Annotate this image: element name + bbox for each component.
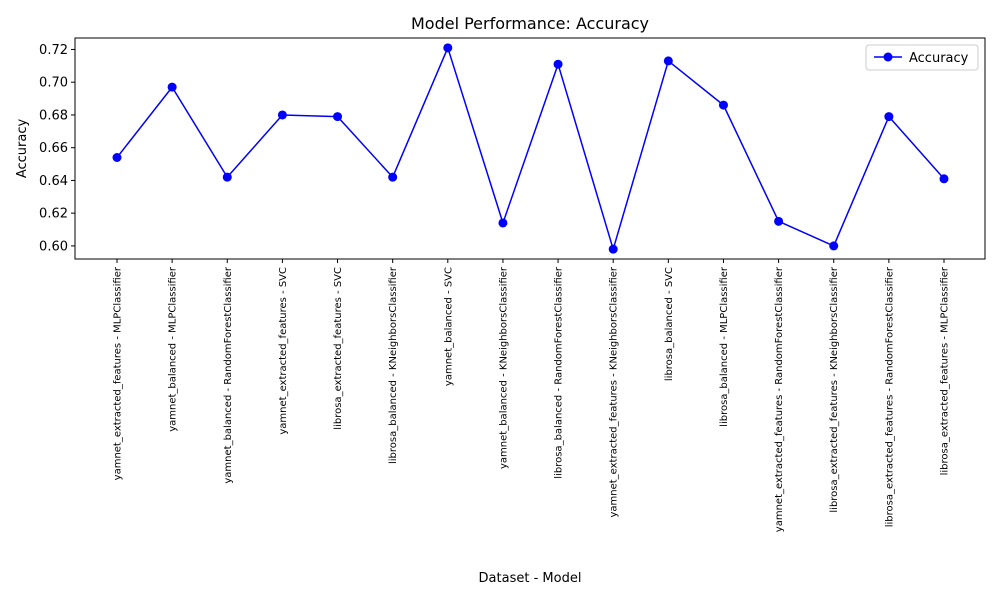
y-tick-label: 0.66 [39,141,68,156]
data-point-marker [553,59,563,69]
x-tick-label: librosa_balanced - SVC [664,267,675,381]
x-tick-label: yamnet_extracted_features - RandomForest… [774,266,785,532]
x-tick-label: yamnet_extracted_features - MLPClassifie… [113,266,124,480]
data-point-marker [443,43,453,53]
legend: Accuracy [865,44,979,71]
y-tick-label: 0.62 [39,207,68,222]
data-point-marker [884,112,894,122]
x-tick-label: yamnet_extracted_features - SVC [278,267,289,435]
x-tick-label: librosa_balanced - RandomForestClassifie… [554,266,565,479]
data-point-marker [333,112,343,122]
data-point-marker [608,244,618,254]
data-point-marker [388,172,398,182]
data-point-marker [112,153,122,163]
chart-title: Model Performance: Accuracy [411,14,649,33]
y-tick-label: 0.60 [39,239,68,254]
data-point-marker [167,82,177,92]
y-tick-label: 0.70 [39,76,68,91]
x-axis-label: Dataset - Model [479,571,582,586]
data-point-marker [277,110,287,120]
x-tick-label: yamnet_balanced - KNeighborsClassifier [498,266,509,469]
series-line-0 [116,47,945,250]
data-point-marker [663,56,673,66]
y-tick-label: 0.68 [39,108,68,123]
x-tick-label: yamnet_balanced - SVC [443,267,454,386]
plot-frame [74,37,986,260]
y-tick-label: 0.64 [39,174,68,189]
legend-entry-label: Accuracy [909,51,969,66]
x-tick-label: yamnet_balanced - RandomForestClassifier [223,266,234,484]
x-tick-label: librosa_extracted_features - RandomFores… [884,266,895,527]
y-axis-label: Accuracy [15,119,30,179]
x-tick-label: librosa_extracted_features - SVC [333,267,344,430]
data-point-marker [939,174,949,184]
x-tick-label: yamnet_balanced - MLPClassifier [168,266,179,432]
x-tick-label: librosa_extracted_features - KNeighborsC… [829,266,840,512]
x-tick-label: librosa_extracted_features - MLPClassifi… [940,266,951,475]
legend-marker-swatch [883,52,893,62]
x-tick-label: yamnet_extracted_features - KNeighborsCl… [609,266,620,517]
data-point-marker [829,241,839,251]
x-tick-label: librosa_balanced - KNeighborsClassifier [388,266,399,464]
legend-box [865,44,979,71]
data-point-marker [718,100,728,110]
y-tick-label: 0.72 [39,43,68,58]
data-point-marker [498,218,508,228]
x-tick-label: librosa_balanced - MLPClassifier [719,266,730,427]
data-point-marker [222,172,232,182]
data-point-marker [774,216,784,226]
